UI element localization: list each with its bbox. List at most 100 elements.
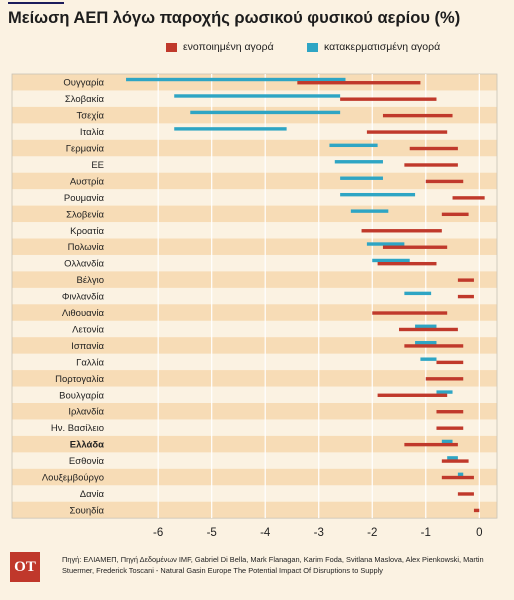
bar-integrated — [377, 393, 448, 397]
bar-integrated — [361, 229, 442, 233]
bar-fragmented — [457, 472, 464, 477]
legend-item-integrated: ενοποιημένη αγορά — [166, 41, 274, 53]
bar-fragmented — [334, 160, 383, 164]
category-label: Σλοβενία — [66, 209, 104, 220]
row-band — [12, 106, 497, 124]
category-label: Λουξεμβούργο — [42, 473, 104, 484]
x-tick-label: -3 — [314, 527, 324, 539]
category-label: Σλοβακία — [65, 94, 105, 105]
row-band — [12, 468, 497, 486]
category-label: Ρουμανία — [64, 193, 105, 204]
x-tick-label: -5 — [207, 527, 217, 539]
row-band — [12, 501, 497, 519]
category-label: Σουηδία — [69, 505, 104, 516]
legend-swatch-fragmented — [307, 42, 318, 52]
bar-integrated — [441, 212, 469, 217]
row-band — [12, 435, 497, 453]
x-tick-label: -4 — [260, 527, 271, 539]
category-label: Βουλγαρία — [59, 390, 104, 401]
category-label: Ισπανία — [71, 341, 104, 352]
category-label: Πορτογαλία — [55, 374, 104, 385]
row-band — [12, 403, 497, 420]
bar-fragmented — [126, 77, 346, 82]
x-tick-label: -2 — [367, 527, 377, 539]
bar-fragmented — [415, 341, 437, 345]
bar-fragmented — [340, 176, 383, 180]
bar-fragmented — [174, 127, 287, 131]
category-label: Ελλάδα — [70, 440, 104, 451]
plot-frame — [11, 73, 498, 519]
bar-integrated — [409, 146, 458, 151]
category-label: Φινλανδία — [62, 292, 105, 303]
category-label: ΕΕ — [91, 160, 104, 171]
footer: ΟΤ Πηγή: ΕΛΙΑΜΕΠ, Πηγή Δεδομένων IMF, Ga… — [0, 550, 514, 600]
bar-integrated — [436, 410, 464, 414]
bar-integrated — [425, 377, 464, 381]
bar-fragmented — [350, 209, 389, 213]
legend-item-fragmented: κατακερματισμένη αγορά — [307, 41, 440, 53]
bar-integrated — [457, 294, 474, 299]
ot-logo: ΟΤ — [10, 552, 40, 582]
bar-fragmented — [441, 439, 453, 444]
row-band — [12, 337, 497, 354]
title-rule — [8, 2, 64, 4]
legend-label-fragmented: κατακερματισμένη αγορά — [324, 41, 441, 53]
bar-integrated — [452, 196, 485, 200]
bar-integrated — [425, 179, 464, 184]
bar-integrated — [404, 442, 458, 447]
x-tick-label: -1 — [421, 527, 431, 539]
bar-fragmented — [404, 291, 432, 296]
bar-fragmented — [436, 390, 453, 394]
category-label: Τσεχία — [77, 111, 105, 122]
bar-integrated — [340, 97, 437, 101]
bar-integrated — [366, 130, 448, 134]
bar-fragmented — [420, 357, 437, 361]
range-chart: -6 -5 -4 -3 -2 -1 0 Ουγγαρία Σλοβακία Τσεχία Ιταλί… — [11, 73, 498, 539]
bar-integrated — [372, 311, 448, 315]
bar-integrated — [404, 163, 458, 167]
bar-fragmented — [447, 456, 458, 460]
category-label: Ην. Βασίλειο — [51, 423, 104, 434]
legend-swatch-integrated — [166, 42, 177, 52]
category-label: Ουγγαρία — [63, 78, 104, 89]
category-label: Γερμανία — [66, 144, 105, 155]
row-band — [12, 271, 497, 288]
category-label: Ιταλία — [80, 127, 105, 138]
bar-integrated — [436, 426, 464, 430]
bar-integrated — [473, 508, 480, 513]
bar-fragmented — [190, 110, 341, 115]
bar-integrated — [441, 475, 474, 480]
chart-legend: ενοποιημένη αγορά κατακερματισμένη αγορά — [0, 41, 514, 57]
bar-integrated — [441, 459, 469, 463]
row-band — [12, 304, 497, 321]
bar-fragmented — [329, 143, 378, 148]
chart-title: Μείωση ΑΕΠ λόγω παροχής ρωσικού φυσικού … — [8, 9, 461, 27]
row-band — [12, 370, 497, 387]
category-label: Γαλλία — [76, 357, 104, 368]
x-tick-label: 0 — [476, 527, 482, 539]
bar-integrated — [457, 278, 474, 282]
bar-integrated — [297, 81, 421, 85]
x-tick-label: -6 — [153, 527, 163, 539]
category-label: Κροατία — [70, 226, 104, 237]
category-label: Βέλγιο — [77, 275, 104, 286]
bar-integrated — [377, 261, 437, 266]
category-label: Πολωνία — [68, 242, 105, 253]
bar-fragmented — [372, 258, 410, 263]
bar-integrated — [382, 245, 448, 249]
source-note: Πηγή: ΕΛΙΑΜΕΠ, Πηγή Δεδομένων IMF, Gabri… — [62, 555, 484, 575]
bar-integrated — [382, 113, 453, 118]
category-label: Ιρλανδία — [68, 407, 104, 418]
bar-fragmented — [415, 324, 437, 328]
category-label: Ολλανδία — [64, 259, 104, 270]
category-label: Εσθονία — [69, 456, 105, 467]
legend-label-integrated: ενοποιημένη αγορά — [183, 41, 274, 53]
category-label: Λιθουανία — [62, 308, 105, 319]
category-label: Δανία — [80, 489, 105, 500]
bar-integrated — [404, 344, 464, 348]
bar-fragmented — [366, 242, 405, 246]
bar-integrated — [457, 492, 474, 496]
bar-integrated — [436, 360, 464, 365]
bar-fragmented — [340, 192, 416, 197]
bar-integrated — [399, 327, 458, 332]
